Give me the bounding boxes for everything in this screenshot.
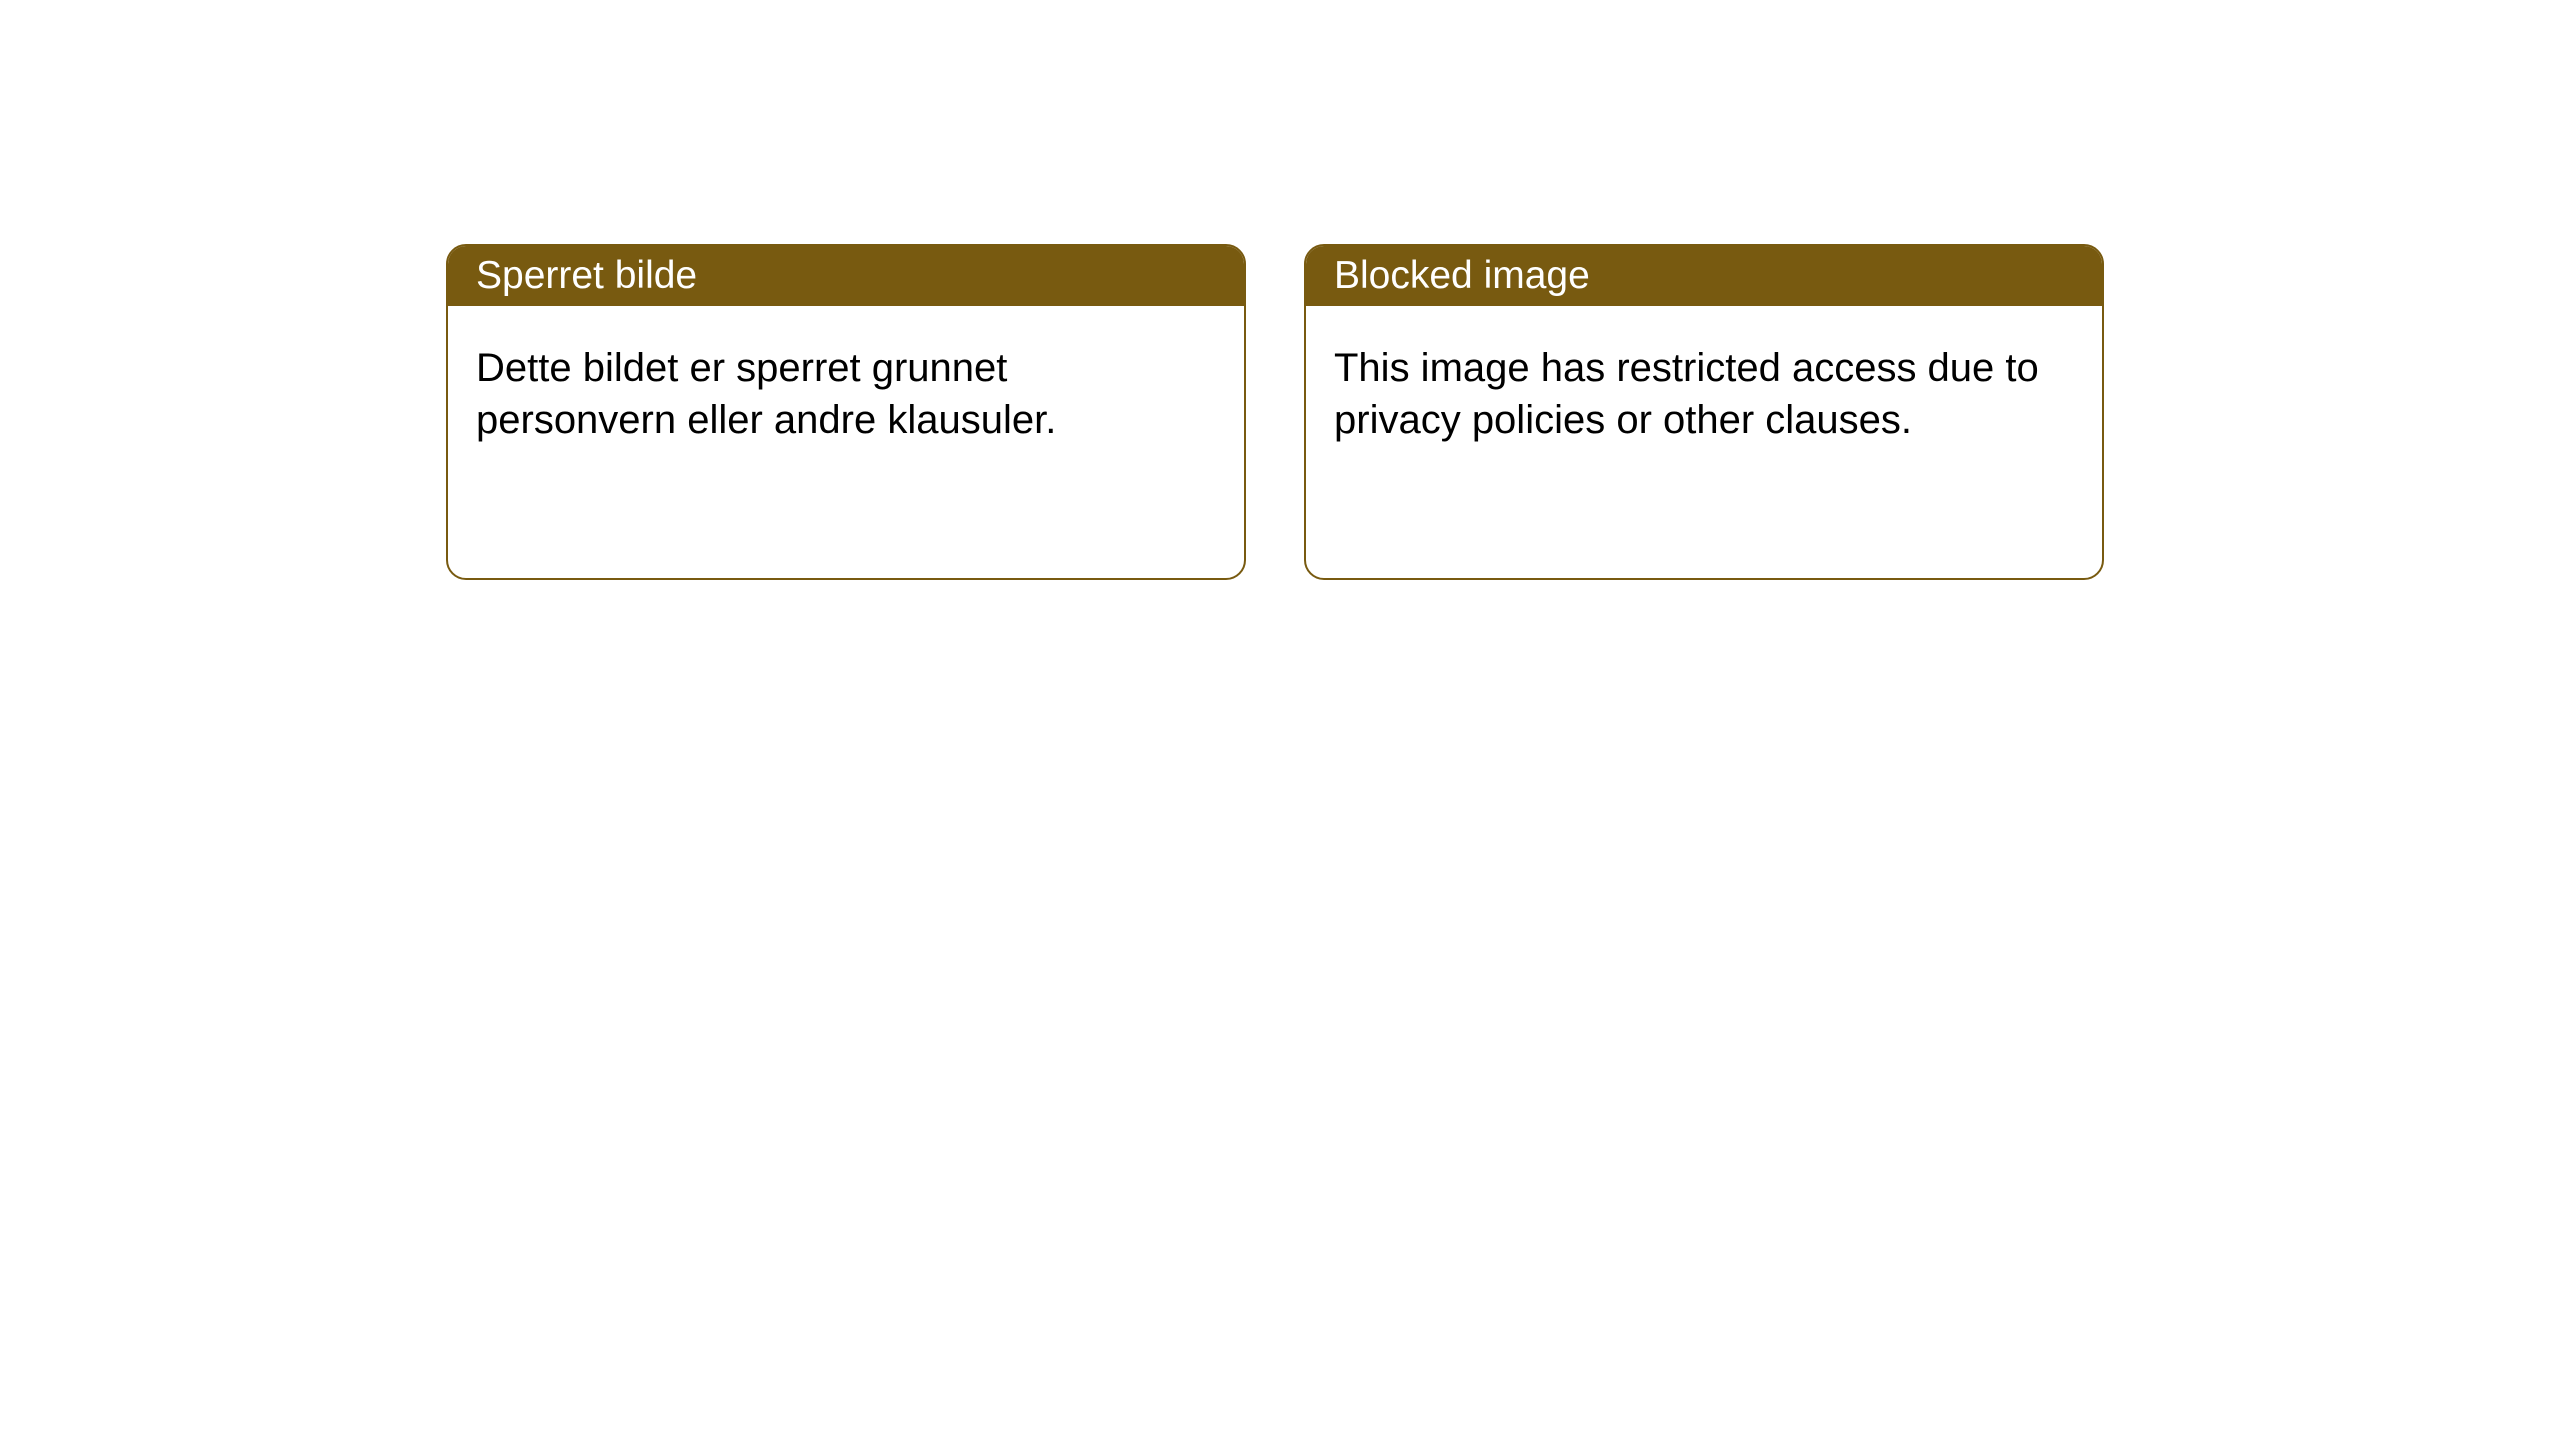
blocked-image-card-en: Blocked image This image has restricted … — [1304, 244, 2104, 580]
cards-container: Sperret bilde Dette bildet er sperret gr… — [446, 244, 2104, 580]
card-title: Blocked image — [1334, 254, 1590, 298]
card-header: Blocked image — [1306, 246, 2102, 306]
card-message: Dette bildet er sperret grunnet personve… — [476, 346, 1056, 442]
card-title: Sperret bilde — [476, 254, 697, 298]
card-body: Dette bildet er sperret grunnet personve… — [448, 306, 1244, 482]
card-message: This image has restricted access due to … — [1334, 346, 2039, 442]
card-header: Sperret bilde — [448, 246, 1244, 306]
card-body: This image has restricted access due to … — [1306, 306, 2102, 482]
blocked-image-card-no: Sperret bilde Dette bildet er sperret gr… — [446, 244, 1246, 580]
